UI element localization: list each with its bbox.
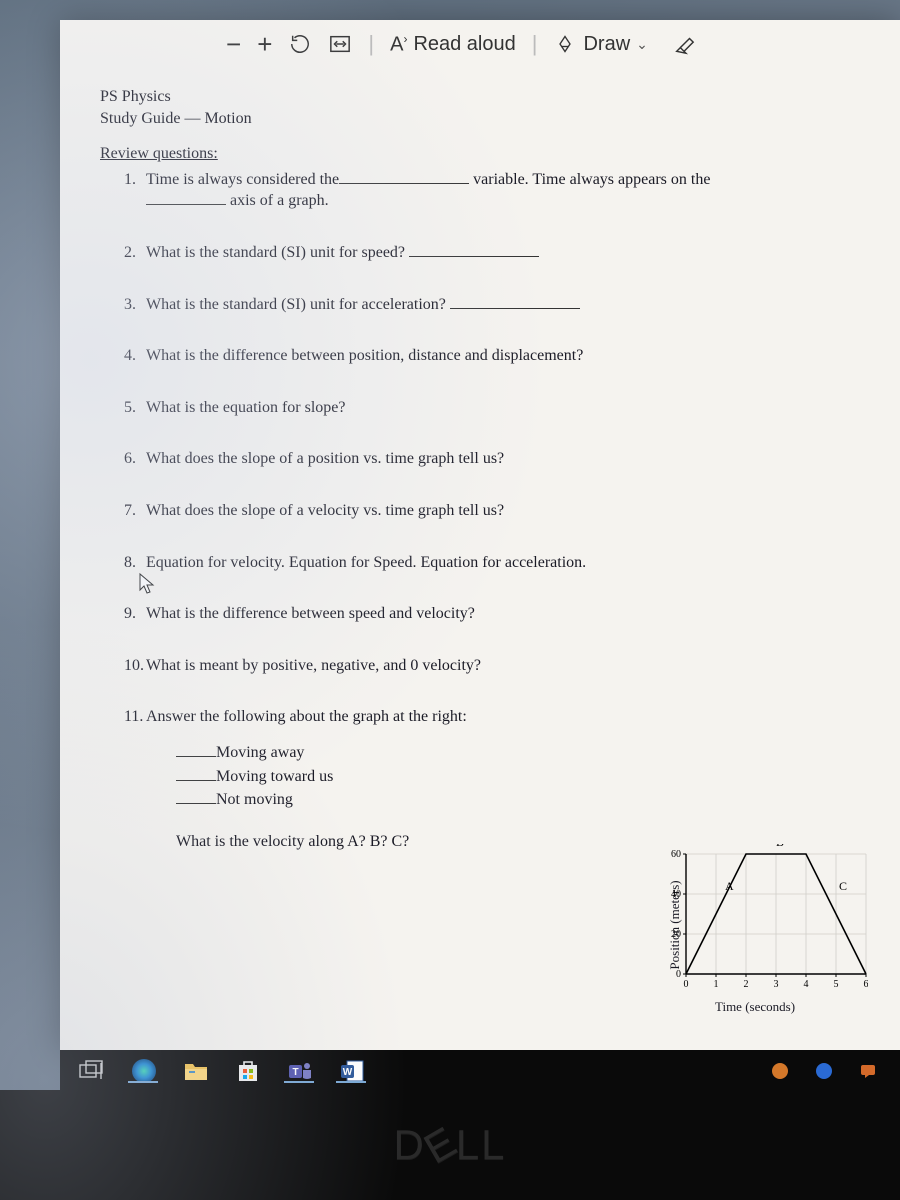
svg-text:6: 6	[864, 979, 869, 990]
question-8: 8. Equation for velocity. Equation for S…	[124, 552, 870, 574]
svg-text:0: 0	[676, 969, 681, 980]
svg-text:1: 1	[714, 979, 719, 990]
q11-option: Moving away	[176, 742, 870, 764]
tray-icon[interactable]	[810, 1057, 838, 1085]
highlight-button[interactable]	[672, 32, 696, 56]
position-time-chart: Position (meters) 02040600123456ABC Time…	[640, 840, 870, 1010]
rotate-button[interactable]	[288, 32, 312, 56]
svg-text:C: C	[839, 879, 847, 893]
tray-notification-icon[interactable]	[854, 1057, 882, 1085]
chart-plot: 0 20 40 60 0 1 2 3 4 5 6 A B C	[668, 844, 868, 990]
rotate-icon	[288, 32, 312, 56]
chart-x-axis-label: Time (seconds)	[715, 998, 795, 1016]
minus-icon: −	[226, 29, 241, 60]
svg-text:T: T	[292, 1067, 298, 1078]
question-7: 7. What does the slope of a velocity vs.…	[124, 500, 870, 522]
windows-taskbar[interactable]: T W	[60, 1050, 900, 1092]
read-aloud-icon: A›	[390, 32, 407, 57]
edge-browser-icon[interactable]	[130, 1057, 158, 1085]
system-tray[interactable]	[766, 1057, 882, 1085]
task-view-icon[interactable]	[78, 1057, 106, 1085]
svg-text:60: 60	[671, 849, 681, 860]
question-6: 6. What does the slope of a position vs.…	[124, 448, 870, 470]
svg-text:A: A	[725, 879, 734, 893]
tray-icon[interactable]	[766, 1057, 794, 1085]
review-heading: Review questions:	[100, 143, 870, 165]
dell-logo: DELL	[393, 1121, 506, 1169]
word-icon[interactable]: W	[338, 1057, 366, 1085]
monitor-bezel: DELL	[0, 1090, 900, 1200]
read-aloud-button[interactable]: A› Read aloud	[390, 32, 516, 57]
highlight-icon	[672, 32, 696, 56]
microsoft-store-icon[interactable]	[234, 1057, 262, 1085]
draw-label: Draw	[583, 33, 630, 56]
toolbar-separator: |	[532, 31, 538, 57]
teams-icon[interactable]: T	[286, 1057, 314, 1085]
draw-icon	[553, 32, 577, 56]
svg-text:20: 20	[671, 929, 681, 940]
svg-text:3: 3	[774, 979, 779, 990]
toolbar-separator: |	[368, 31, 374, 57]
read-aloud-label: Read aloud	[413, 33, 515, 56]
chevron-down-icon: ⌄	[636, 36, 648, 53]
svg-text:40: 40	[671, 889, 681, 900]
question-9: 9. What is the difference between speed …	[124, 603, 870, 625]
zoom-in-button[interactable]: +	[257, 29, 272, 60]
svg-text:5: 5	[834, 979, 839, 990]
svg-text:W: W	[343, 1067, 353, 1078]
plus-icon: +	[257, 29, 272, 60]
document-page: PS Physics Study Guide — Motion Review q…	[60, 68, 900, 888]
question-10: 10. What is meant by positive, negative,…	[124, 655, 870, 677]
question-5: 5. What is the equation for slope?	[124, 397, 870, 419]
q11-option: Not moving	[176, 789, 870, 811]
question-2: 2. What is the standard (SI) unit for sp…	[124, 242, 870, 264]
question-1: 1. Time is always considered the variabl…	[124, 169, 870, 212]
svg-text:0: 0	[684, 979, 689, 990]
svg-text:B: B	[776, 844, 784, 849]
doc-title-line1: PS Physics	[100, 86, 870, 108]
q11-option: Moving toward us	[176, 766, 870, 788]
fit-page-button[interactable]	[328, 32, 352, 56]
draw-button[interactable]: Draw ⌄	[553, 32, 647, 56]
question-3: 3. What is the standard (SI) unit for ac…	[124, 294, 870, 316]
pdf-viewer-window: − + | A› Read aloud |	[60, 20, 900, 1050]
zoom-out-button[interactable]: −	[226, 29, 241, 60]
svg-text:2: 2	[744, 979, 749, 990]
question-11: 11. Answer the following about the graph…	[124, 706, 870, 852]
file-explorer-icon[interactable]	[182, 1057, 210, 1085]
pdf-toolbar: − + | A› Read aloud |	[60, 20, 900, 68]
doc-title-line2: Study Guide — Motion	[100, 108, 870, 130]
fit-page-icon	[328, 32, 352, 56]
mouse-cursor-icon	[138, 572, 158, 602]
question-4: 4. What is the difference between positi…	[124, 345, 870, 367]
svg-text:4: 4	[804, 979, 809, 990]
